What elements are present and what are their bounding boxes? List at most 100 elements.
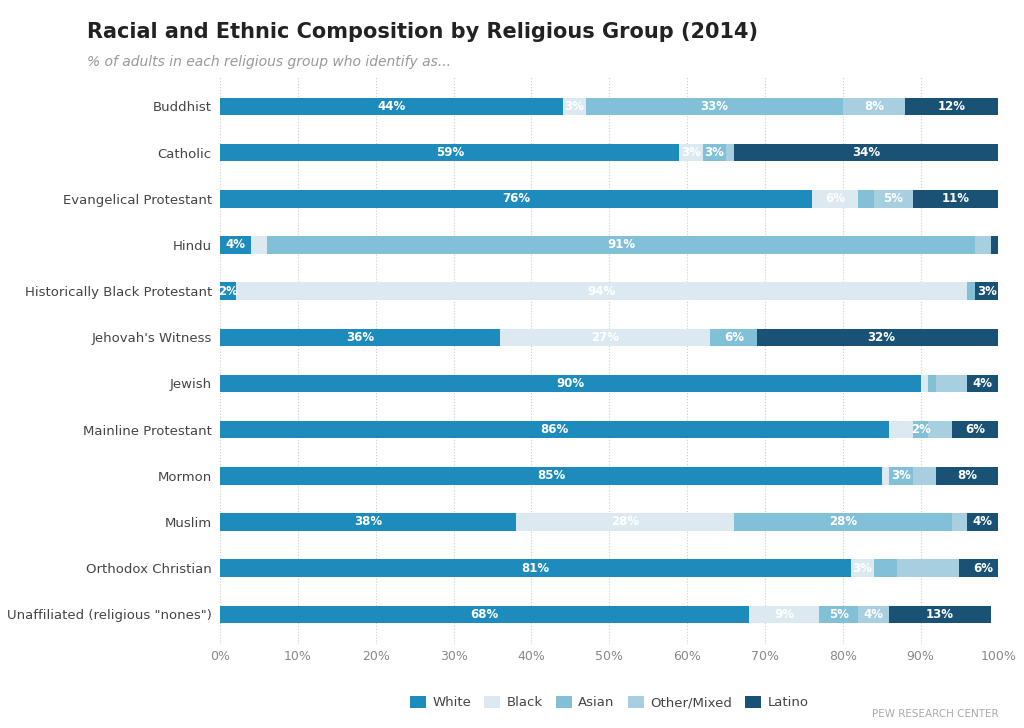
Text: 33%: 33%: [700, 100, 728, 113]
Bar: [890, 421, 912, 438]
Text: 3%: 3%: [977, 285, 996, 298]
Text: 3%: 3%: [681, 146, 701, 159]
Text: 13%: 13%: [926, 608, 954, 621]
Text: 12%: 12%: [938, 100, 966, 113]
Bar: [702, 144, 726, 162]
Bar: [220, 282, 236, 300]
Bar: [968, 513, 998, 531]
Bar: [951, 513, 968, 531]
Bar: [812, 190, 858, 207]
Text: 2%: 2%: [218, 285, 238, 298]
Bar: [843, 98, 905, 115]
Bar: [220, 606, 750, 623]
Bar: [929, 375, 936, 392]
Bar: [873, 559, 897, 577]
Text: 38%: 38%: [354, 515, 382, 529]
Bar: [882, 467, 890, 485]
Bar: [858, 190, 873, 207]
Bar: [975, 236, 990, 254]
Text: 3%: 3%: [705, 146, 724, 159]
Bar: [220, 559, 851, 577]
Bar: [968, 282, 975, 300]
Text: 94%: 94%: [588, 285, 615, 298]
Bar: [912, 190, 998, 207]
Bar: [750, 606, 819, 623]
Text: 27%: 27%: [592, 331, 620, 344]
Text: 91%: 91%: [607, 239, 635, 251]
Text: 90%: 90%: [556, 377, 585, 390]
Bar: [975, 282, 998, 300]
Bar: [819, 606, 858, 623]
Text: 4%: 4%: [973, 515, 993, 529]
Bar: [220, 144, 679, 162]
Bar: [905, 98, 998, 115]
Text: 76%: 76%: [502, 192, 530, 205]
Bar: [220, 236, 251, 254]
Bar: [757, 328, 1007, 346]
Text: 6%: 6%: [724, 331, 743, 344]
Bar: [890, 467, 912, 485]
Bar: [734, 513, 951, 531]
Text: 68%: 68%: [471, 608, 499, 621]
Bar: [929, 421, 951, 438]
Text: 2%: 2%: [910, 423, 931, 436]
Text: 59%: 59%: [435, 146, 464, 159]
Bar: [220, 375, 921, 392]
Bar: [220, 98, 562, 115]
Bar: [734, 144, 998, 162]
Text: 8%: 8%: [957, 470, 977, 482]
Text: 3%: 3%: [891, 470, 911, 482]
Bar: [959, 559, 1007, 577]
Text: 85%: 85%: [537, 470, 565, 482]
Text: 81%: 81%: [521, 561, 550, 574]
Bar: [220, 421, 890, 438]
Bar: [897, 559, 959, 577]
Bar: [921, 375, 929, 392]
Bar: [968, 375, 998, 392]
Text: 32%: 32%: [867, 331, 896, 344]
Text: 3%: 3%: [852, 561, 872, 574]
Bar: [936, 375, 968, 392]
Bar: [501, 328, 711, 346]
Text: 44%: 44%: [377, 100, 406, 113]
Bar: [220, 190, 812, 207]
Bar: [951, 421, 998, 438]
Bar: [912, 421, 929, 438]
Bar: [220, 328, 501, 346]
Text: 4%: 4%: [864, 608, 884, 621]
Bar: [586, 98, 843, 115]
Bar: [912, 467, 936, 485]
Bar: [516, 513, 734, 531]
Bar: [220, 467, 882, 485]
Text: PEW RESEARCH CENTER: PEW RESEARCH CENTER: [871, 709, 998, 719]
Text: 6%: 6%: [825, 192, 845, 205]
Text: 9%: 9%: [774, 608, 795, 621]
Text: 3%: 3%: [564, 100, 585, 113]
Text: 4%: 4%: [973, 377, 993, 390]
Text: 34%: 34%: [852, 146, 881, 159]
Bar: [851, 559, 873, 577]
Text: 28%: 28%: [610, 515, 639, 529]
Bar: [711, 328, 757, 346]
Text: 6%: 6%: [965, 423, 985, 436]
Bar: [220, 513, 516, 531]
Bar: [936, 467, 998, 485]
Text: Racial and Ethnic Composition by Religious Group (2014): Racial and Ethnic Composition by Religio…: [87, 22, 758, 41]
Bar: [858, 606, 890, 623]
Text: 5%: 5%: [884, 192, 903, 205]
Text: 28%: 28%: [828, 515, 857, 529]
Bar: [890, 606, 990, 623]
Bar: [726, 144, 734, 162]
Bar: [267, 236, 975, 254]
Bar: [873, 190, 912, 207]
Bar: [990, 236, 998, 254]
Text: 36%: 36%: [346, 331, 375, 344]
Text: 6%: 6%: [973, 561, 993, 574]
Bar: [679, 144, 702, 162]
Bar: [236, 282, 968, 300]
Text: 4%: 4%: [225, 239, 246, 251]
Text: 86%: 86%: [541, 423, 569, 436]
Text: % of adults in each religious group who identify as...: % of adults in each religious group who …: [87, 55, 451, 68]
Text: 8%: 8%: [864, 100, 884, 113]
Text: 5%: 5%: [828, 608, 849, 621]
